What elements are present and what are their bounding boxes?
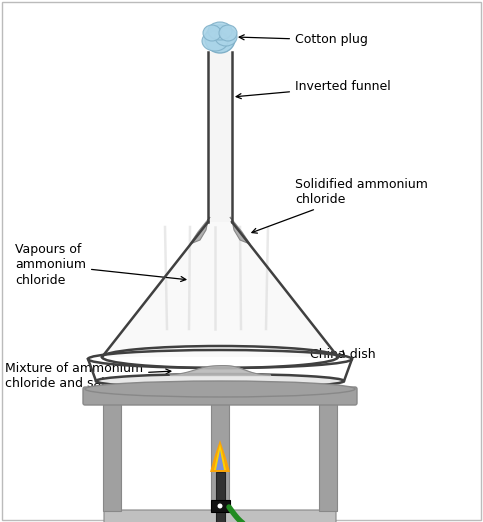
Ellipse shape (202, 31, 228, 51)
Ellipse shape (217, 504, 223, 508)
Bar (216, 472, 225, 522)
Bar (319, 396, 337, 511)
Ellipse shape (96, 374, 344, 388)
FancyBboxPatch shape (83, 387, 357, 405)
Ellipse shape (208, 22, 232, 40)
Bar (208, 52, 232, 222)
Ellipse shape (205, 25, 235, 53)
Bar (211, 396, 229, 511)
Polygon shape (230, 217, 250, 244)
Ellipse shape (203, 25, 221, 41)
Text: Mixture of ammonium
chloride and salt: Mixture of ammonium chloride and salt (5, 362, 171, 390)
Text: Inverted funnel: Inverted funnel (236, 80, 391, 99)
Text: China dish: China dish (310, 348, 376, 361)
Polygon shape (214, 444, 226, 470)
Bar (211, 500, 230, 512)
Text: Solidified ammonium
chloride: Solidified ammonium chloride (252, 178, 428, 233)
Polygon shape (190, 217, 210, 244)
Ellipse shape (219, 25, 237, 41)
FancyBboxPatch shape (104, 510, 336, 522)
Ellipse shape (85, 381, 355, 397)
Polygon shape (210, 440, 230, 472)
Text: Vapours of
ammonium
chloride: Vapours of ammonium chloride (15, 243, 186, 287)
Bar (103, 396, 121, 511)
Polygon shape (102, 222, 338, 357)
Ellipse shape (215, 28, 237, 46)
Polygon shape (216, 450, 224, 470)
Text: Cotton plug: Cotton plug (239, 33, 368, 46)
